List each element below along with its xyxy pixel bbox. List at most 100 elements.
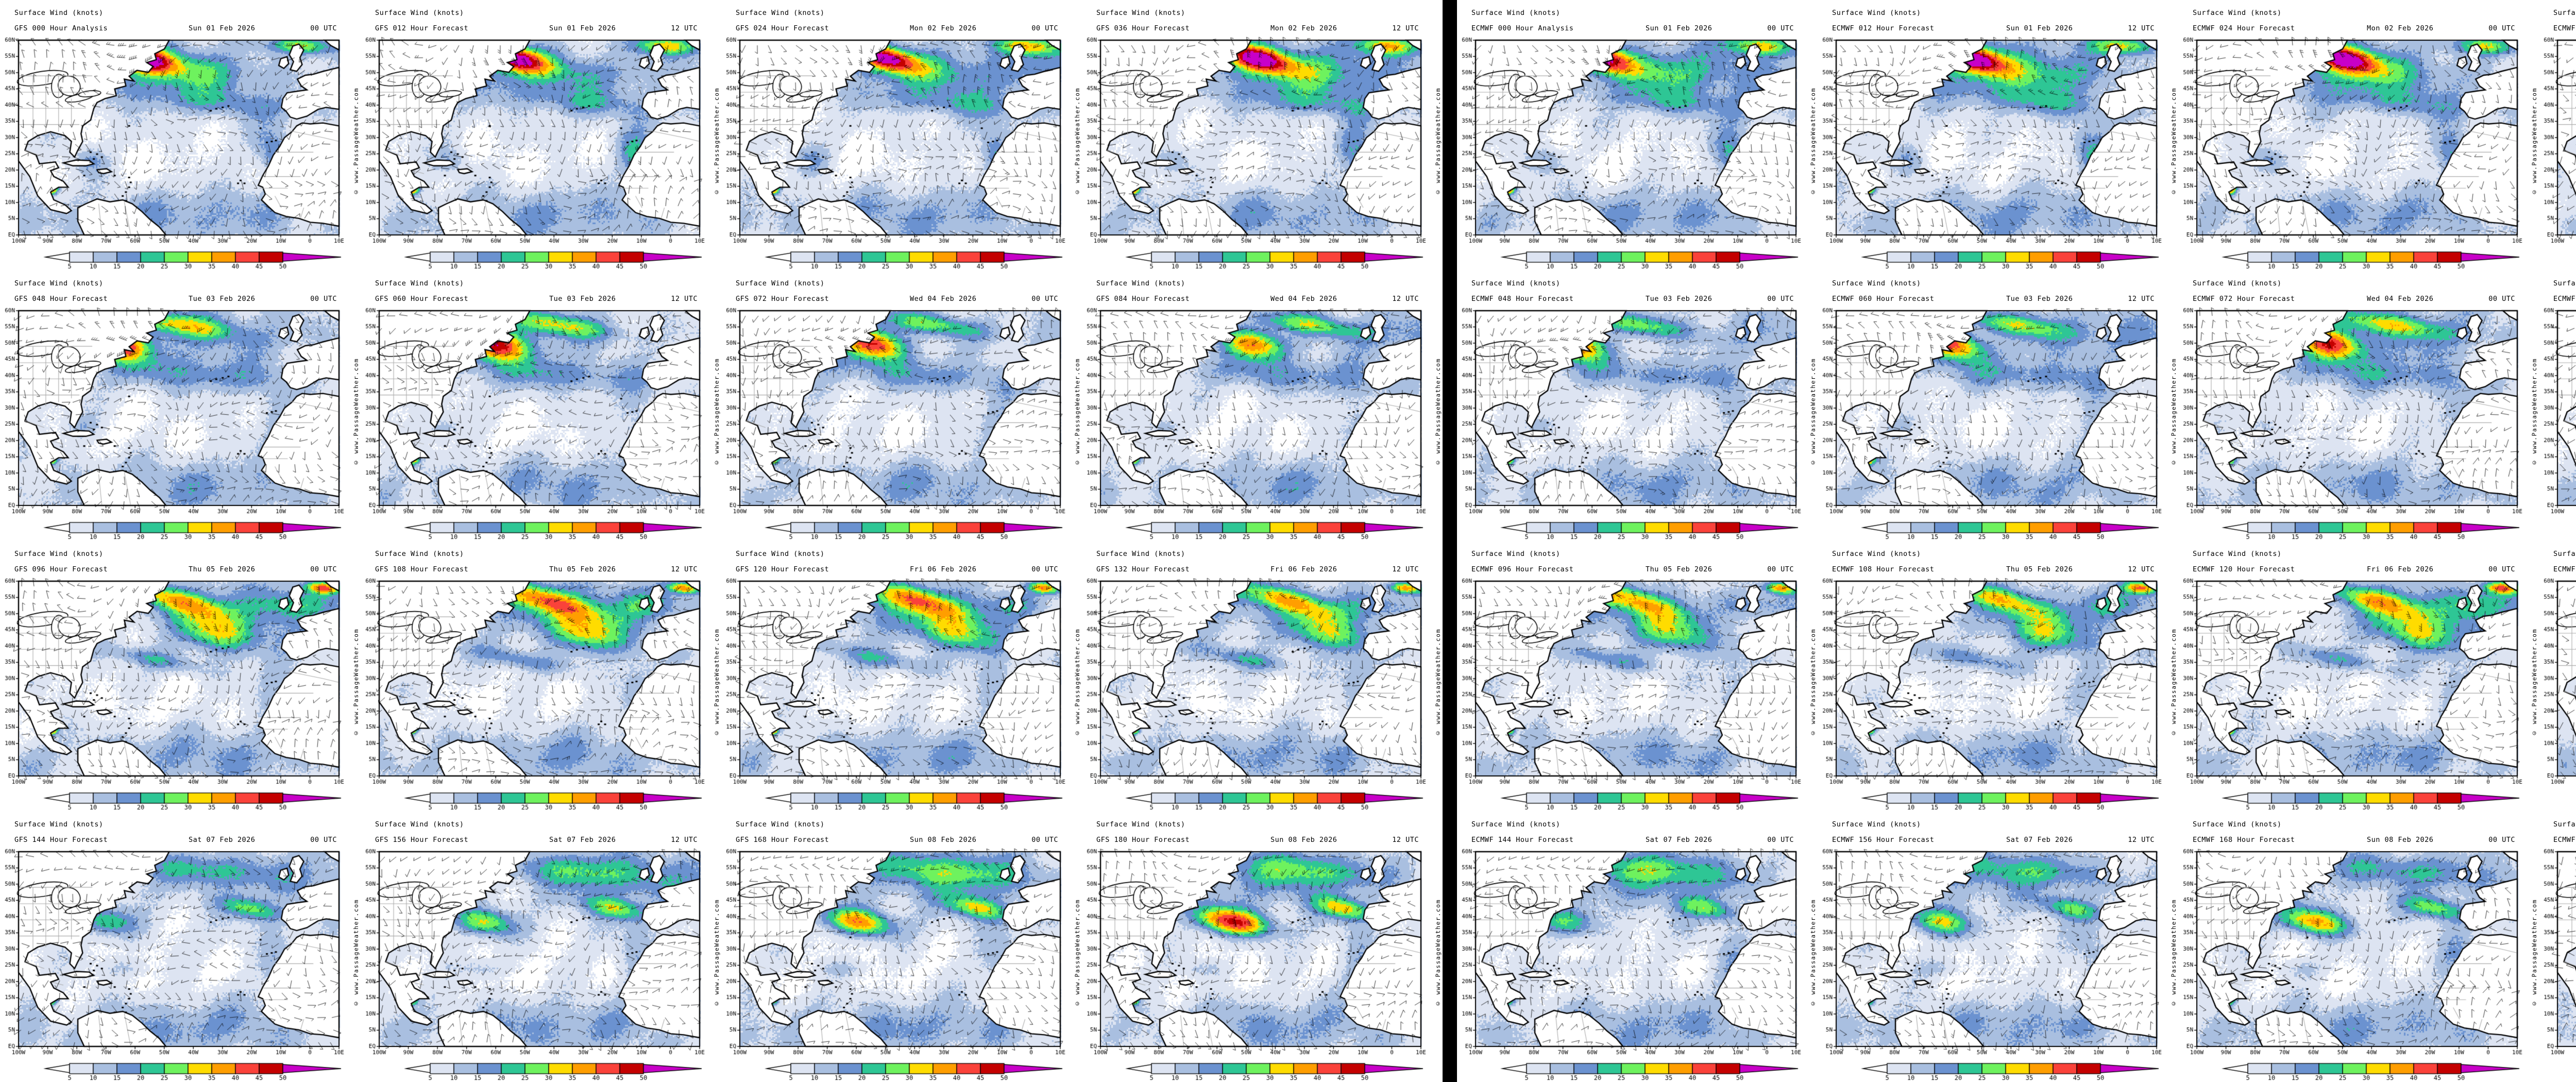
valid-time: 12 UTC [2128, 565, 2155, 573]
valid-time: 12 UTC [671, 565, 698, 573]
panel-title: Surface Wind (knots) [1471, 279, 1561, 288]
wind-map-canvas [2539, 812, 2576, 1082]
wind-map-canvas [2539, 0, 2576, 270]
valid-time: 00 UTC [1031, 295, 1058, 303]
panel-title: Surface Wind (knots) [1096, 820, 1185, 829]
wind-map-canvas [2539, 270, 2576, 541]
panel-title: Surface Wind (knots) [14, 279, 104, 288]
valid-time: 00 UTC [2488, 836, 2515, 844]
model-run-label: GFS 000 Hour Analysis [14, 24, 108, 32]
valid-date: Sun 08 Feb 2026 [910, 836, 977, 844]
model-run-label: ECMWF 012 Hour Forecast [1832, 24, 1935, 32]
watermark: © www.PassageWeather.com [2531, 358, 2538, 466]
valid-date: Thu 05 Feb 2026 [2006, 565, 2073, 573]
wind-map-canvas [361, 0, 721, 270]
forecast-panel-gfs-096-hour-forecast: Surface Wind (knots) GFS 096 Hour Foreca… [0, 541, 361, 812]
panel-title: Surface Wind (knots) [2553, 279, 2576, 288]
valid-date: Sat 07 Feb 2026 [2006, 836, 2073, 844]
model-run-label: ECMWF 048 Hour Forecast [1471, 295, 1574, 303]
forecast-panel-ecmwf-024-hour-forecast: Surface Wind (knots) ECMWF 024 Hour Fore… [2178, 0, 2539, 270]
model-run-label: ECMWF 096 Hour Forecast [1471, 565, 1574, 573]
panel-title: Surface Wind (knots) [736, 550, 825, 558]
panel-title: Surface Wind (knots) [1471, 550, 1561, 558]
model-run-label: GFS 096 Hour Forecast [14, 565, 108, 573]
model-run-label: GFS 060 Hour Forecast [375, 295, 469, 303]
valid-time: 12 UTC [1392, 295, 1419, 303]
valid-date: Sun 01 Feb 2026 [549, 24, 616, 32]
watermark: © www.PassageWeather.com [1074, 629, 1081, 737]
watermark: © www.PassageWeather.com [713, 88, 720, 196]
forecast-panel-gfs-084-hour-forecast: Surface Wind (knots) GFS 084 Hour Foreca… [1082, 270, 1443, 541]
wind-map-canvas [1818, 812, 2178, 1082]
forecast-panel-gfs-024-hour-forecast: Surface Wind (knots) GFS 024 Hour Foreca… [721, 0, 1082, 270]
watermark: © www.PassageWeather.com [1809, 899, 1817, 1007]
valid-time: 12 UTC [671, 295, 698, 303]
model-run-label: GFS 180 Hour Forecast [1096, 836, 1190, 844]
watermark: © www.PassageWeather.com [2170, 358, 2177, 466]
panel-title: Surface Wind (knots) [375, 550, 464, 558]
model-run-label: ECMWF 144 Hour Forecast [1471, 836, 1574, 844]
model-run-label: ECMWF 120 Hour Forecast [2193, 565, 2295, 573]
valid-time: 12 UTC [1392, 836, 1419, 844]
model-run-label: GFS 120 Hour Forecast [736, 565, 829, 573]
watermark: © www.PassageWeather.com [1074, 899, 1081, 1007]
watermark: © www.PassageWeather.com [2531, 899, 2538, 1007]
model-run-label: ECMWF 180 Hour Forecast [2553, 836, 2576, 844]
panel-title: Surface Wind (knots) [14, 9, 104, 17]
forecast-panel-gfs-072-hour-forecast: Surface Wind (knots) GFS 072 Hour Foreca… [721, 270, 1082, 541]
panel-title: Surface Wind (knots) [2193, 279, 2282, 288]
panel-title: Surface Wind (knots) [1832, 9, 1921, 17]
wind-map-canvas [2178, 0, 2539, 270]
wind-map-canvas [2539, 541, 2576, 812]
wind-map-canvas [1818, 270, 2178, 541]
valid-time: 00 UTC [2488, 295, 2515, 303]
valid-date: Wed 04 Feb 2026 [910, 295, 977, 303]
forecast-panel-gfs-120-hour-forecast: Surface Wind (knots) GFS 120 Hour Foreca… [721, 541, 1082, 812]
valid-time: 00 UTC [1767, 836, 1794, 844]
forecast-panel-gfs-180-hour-forecast: Surface Wind (knots) GFS 180 Hour Foreca… [1082, 812, 1443, 1082]
valid-time: 12 UTC [1392, 24, 1419, 32]
wind-map-canvas [1457, 270, 1818, 541]
watermark: © www.PassageWeather.com [2170, 899, 2177, 1007]
valid-time: 12 UTC [671, 836, 698, 844]
model-run-label: ECMWF 024 Hour Forecast [2193, 24, 2295, 32]
watermark: © www.PassageWeather.com [352, 899, 360, 1007]
model-run-label: ECMWF 000 Hour Analysis [1471, 24, 1574, 32]
valid-date: Sat 07 Feb 2026 [549, 836, 616, 844]
wind-map-canvas [1457, 0, 1818, 270]
forecast-panel-ecmwf-180-hour-forecast: Surface Wind (knots) ECMWF 180 Hour Fore… [2539, 812, 2576, 1082]
panel-title: Surface Wind (knots) [2553, 820, 2576, 829]
wind-map-canvas [2178, 812, 2539, 1082]
forecast-panel-gfs-060-hour-forecast: Surface Wind (knots) GFS 060 Hour Foreca… [361, 270, 721, 541]
valid-date: Tue 03 Feb 2026 [189, 295, 256, 303]
wind-map-canvas [721, 812, 1082, 1082]
forecast-panel-ecmwf-120-hour-forecast: Surface Wind (knots) ECMWF 120 Hour Fore… [2178, 541, 2539, 812]
panel-title: Surface Wind (knots) [2193, 820, 2282, 829]
wind-map-canvas [361, 812, 721, 1082]
valid-date: Wed 04 Feb 2026 [2367, 295, 2434, 303]
gfs-panel-grid: Surface Wind (knots) GFS 000 Hour Analys… [0, 0, 1443, 1082]
model-run-label: ECMWF 132 Hour Forecast [2553, 565, 2576, 573]
wind-map-canvas [0, 812, 361, 1082]
forecast-panel-gfs-156-hour-forecast: Surface Wind (knots) GFS 156 Hour Foreca… [361, 812, 721, 1082]
model-run-label: GFS 012 Hour Forecast [375, 24, 469, 32]
wind-map-canvas [0, 270, 361, 541]
watermark: © www.PassageWeather.com [352, 88, 360, 196]
wind-map-canvas [1457, 812, 1818, 1082]
valid-time: 12 UTC [1392, 565, 1419, 573]
watermark: © www.PassageWeather.com [1434, 629, 1442, 737]
valid-date: Fri 06 Feb 2026 [910, 565, 977, 573]
valid-time: 00 UTC [1767, 24, 1794, 32]
valid-time: 00 UTC [310, 565, 337, 573]
panel-title: Surface Wind (knots) [1471, 9, 1561, 17]
watermark: © www.PassageWeather.com [1434, 88, 1442, 196]
wind-map-canvas [721, 541, 1082, 812]
watermark: © www.PassageWeather.com [2531, 88, 2538, 196]
valid-date: Sun 01 Feb 2026 [189, 24, 256, 32]
valid-time: 12 UTC [2128, 836, 2155, 844]
valid-date: Thu 05 Feb 2026 [549, 565, 616, 573]
valid-time: 00 UTC [1031, 565, 1058, 573]
valid-time: 00 UTC [1767, 295, 1794, 303]
wind-map-canvas [0, 541, 361, 812]
forecast-panel-gfs-132-hour-forecast: Surface Wind (knots) GFS 132 Hour Foreca… [1082, 541, 1443, 812]
